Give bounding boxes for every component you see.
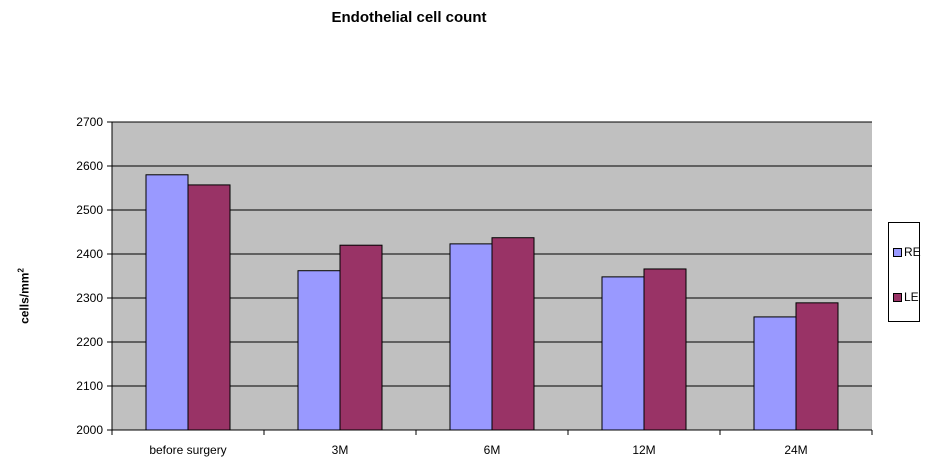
y-tick-label: 2300	[76, 291, 103, 305]
x-tick-label: 6M	[484, 443, 501, 457]
x-tick-label: before surgery	[149, 443, 226, 457]
bar-re	[753, 316, 797, 431]
y-tick-label: 2600	[76, 159, 103, 173]
y-tick-label: 2700	[76, 115, 103, 129]
y-tick-label: 2400	[76, 247, 103, 261]
y-tick-label: 2500	[76, 203, 103, 217]
bar-le	[643, 268, 687, 431]
bar-re	[601, 276, 645, 431]
y-tick-label: 2000	[76, 423, 103, 437]
legend-label-re: RE	[904, 245, 921, 259]
x-tick-label: 3M	[332, 443, 349, 457]
x-tick-label: 24M	[784, 443, 807, 457]
y-tick-label: 2100	[76, 379, 103, 393]
chart-title: Endothelial cell count	[331, 9, 487, 26]
legend-label-le: LE	[904, 290, 919, 304]
bar-le	[491, 237, 535, 431]
bar-le	[795, 302, 839, 431]
bar-re	[145, 174, 189, 431]
bar-re	[449, 243, 493, 431]
x-tick-label: 12M	[632, 443, 655, 457]
legend-swatch-le	[893, 292, 902, 302]
legend: RE LE	[888, 222, 921, 322]
bar-le	[187, 184, 231, 431]
legend-swatch-re	[893, 247, 902, 257]
y-tick-label: 2200	[76, 335, 103, 349]
legend-item-le: LE	[893, 290, 919, 304]
bar-le	[339, 244, 383, 431]
bar-re	[297, 270, 341, 431]
legend-item-re: RE	[893, 245, 921, 259]
